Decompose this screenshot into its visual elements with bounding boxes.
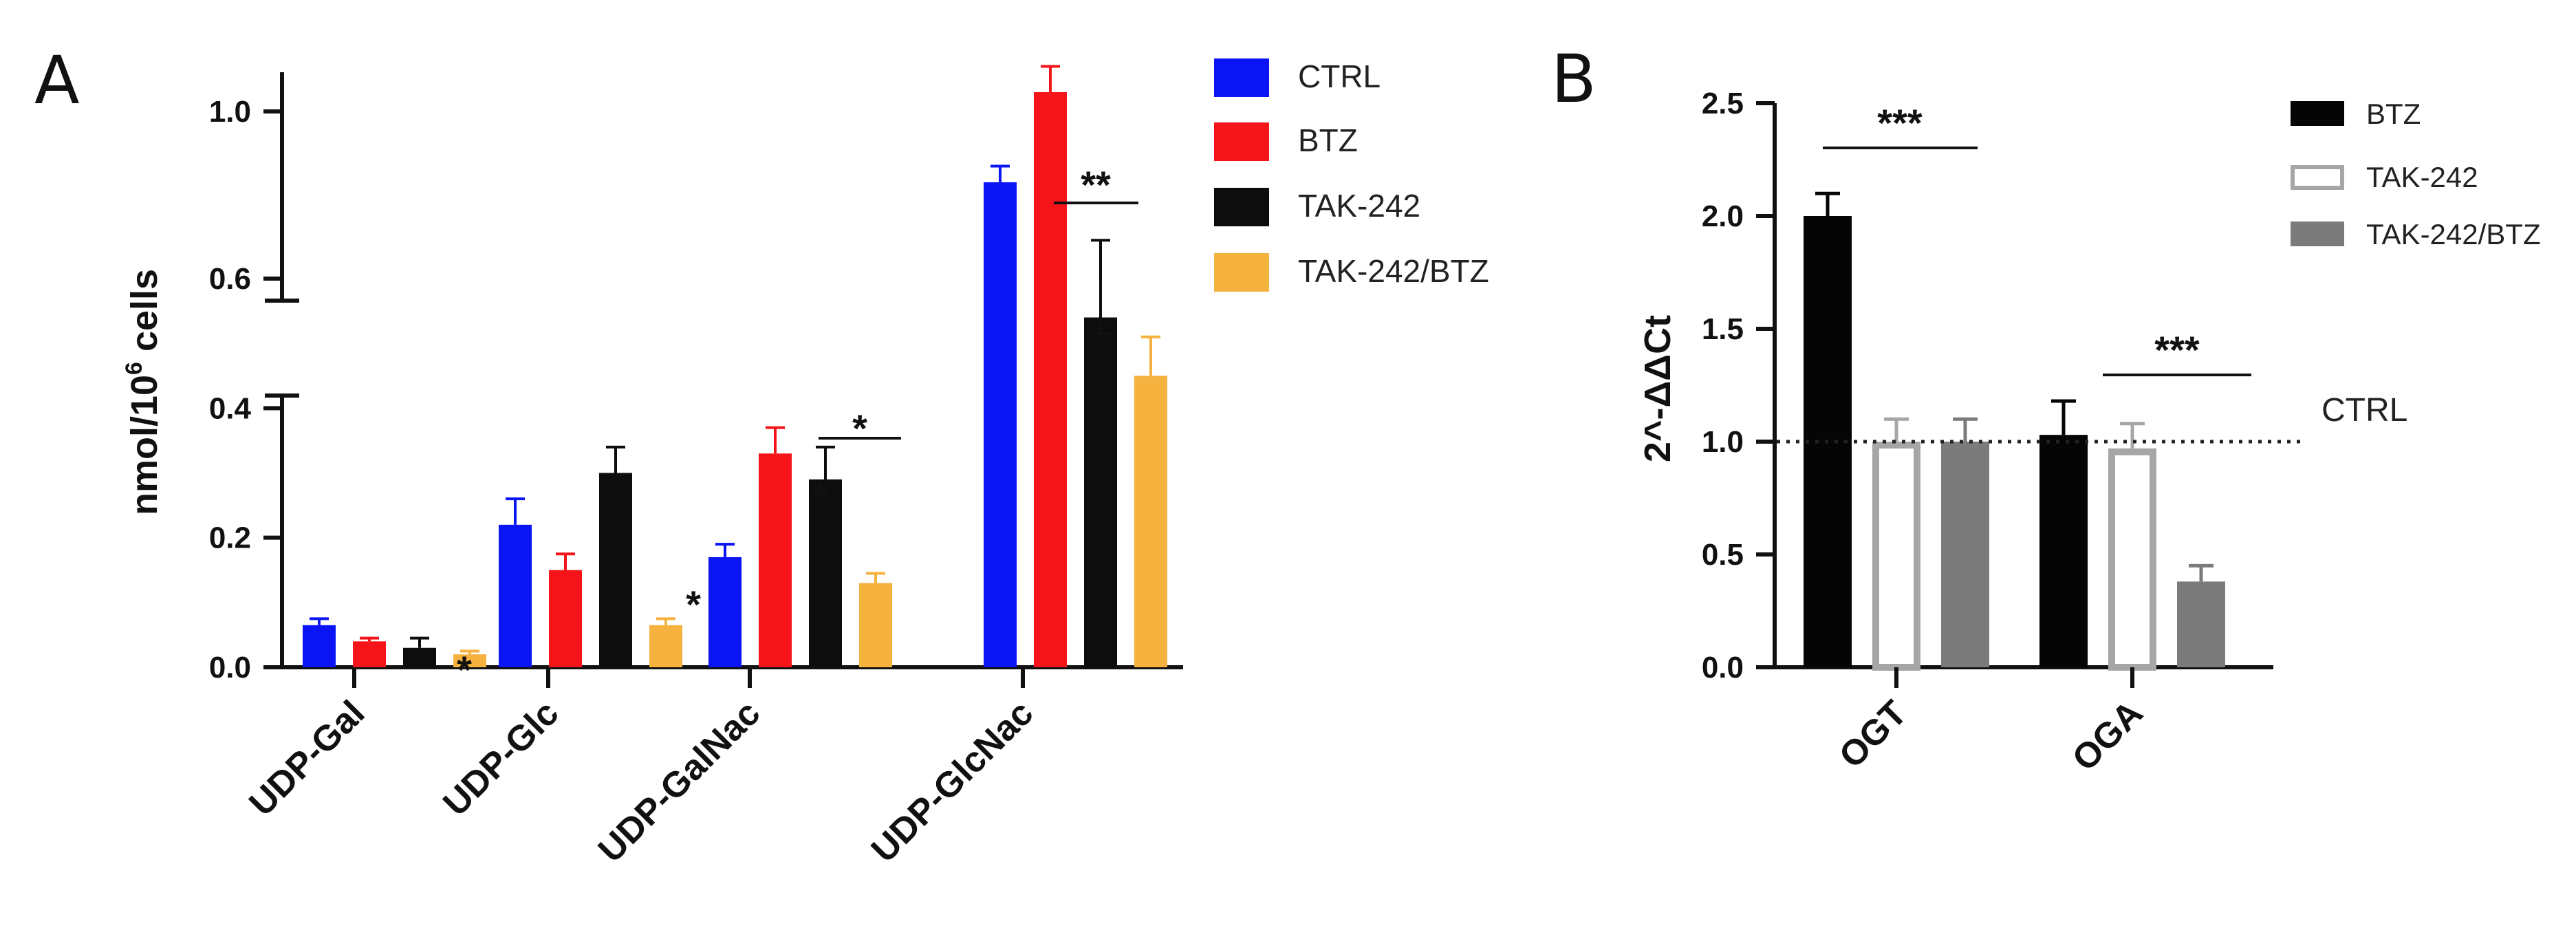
- x-category-label-udp-gal: UDP-Gal: [241, 693, 372, 823]
- bar-udp-glc-btz: [549, 570, 582, 667]
- annotation-udp-glc-star: *: [686, 583, 701, 626]
- legend-swatch-ctrl: [1214, 58, 1269, 97]
- bar-ogt-tak-242-btz: [1941, 442, 1989, 667]
- bar-udp-gal-tak-242-btz: [453, 654, 486, 667]
- y-tick-label: 0.6: [209, 262, 251, 296]
- annotation-udp-glcnac-bracket-stars: **: [1081, 163, 1111, 206]
- bar-oga-btz: [2039, 435, 2088, 667]
- y-tick-label: 0.5: [1702, 538, 1744, 572]
- x-category-label-udp-glcnac: UDP-GlcNac: [864, 693, 1041, 870]
- y-tick-label: 2.0: [1702, 199, 1744, 233]
- panel-a-letter: A: [34, 42, 80, 119]
- bar-oga-tak-242: [2108, 448, 2156, 671]
- annotation-udp-galnac-bracket-star: *: [852, 407, 867, 450]
- bar-udp-glc-tak-242: [599, 473, 632, 667]
- legend-label-tak242-b: TAK-242: [2366, 161, 2478, 193]
- annotation-oga-stars: ***: [2154, 328, 2200, 371]
- bar-udp-gal-tak-242: [403, 647, 436, 667]
- legend-label-tak242-btz: TAK-242/BTZ: [1298, 253, 1489, 289]
- legend-label-ctrl: CTRL: [1298, 58, 1381, 94]
- bar-udp-glcnac-tak-242-btz: [1134, 376, 1167, 667]
- bar-udp-galnac-ctrl: [708, 557, 742, 667]
- bar-udp-glcnac-btz-lower: [1034, 279, 1067, 667]
- legend-swatch-tak242-b: [2291, 165, 2344, 190]
- y-tick-label: 0.0: [209, 651, 251, 684]
- panel-b: B 2^-ΔΔCt 0.0 0.5 1.0 1.5 2.0 2.5 OGT OGA CTRL…: [1551, 41, 2541, 779]
- legend-label-btz-b: BTZ: [2366, 98, 2421, 130]
- bar-udp-galnac-tak-242-btz: [859, 583, 892, 667]
- bar-udp-gal-ctrl: [303, 625, 336, 667]
- bar-udp-glcnac-tak-242: [1084, 317, 1117, 667]
- bar-udp-glcnac-btz-upper: [1034, 91, 1067, 301]
- panel-b-y-axis-title: 2^-ΔΔCt: [1637, 315, 1678, 462]
- legend-swatch-btz-b: [2291, 101, 2344, 126]
- legend-swatch-tak242-btz-b: [2291, 222, 2344, 246]
- panel-b-legend: BTZ TAK-242 TAK-242/BTZ: [2291, 98, 2541, 250]
- bar-udp-glc-ctrl: [499, 524, 532, 667]
- panel-a: A nmol/106 cells 0.00.20.40.61.01.52.0 U…: [34, 42, 1489, 870]
- legend-label-btz: BTZ: [1298, 122, 1358, 158]
- y-tick-label: 1.0: [1702, 425, 1744, 459]
- bar-udp-gal-btz: [353, 641, 386, 667]
- panel-b-ctrl-reference-label: CTRL: [2321, 392, 2407, 429]
- y-tick-label: 0.4: [209, 391, 252, 425]
- x-category-label-udp-galnac: UDP-GalNac: [591, 693, 768, 870]
- bar-udp-galnac-btz: [759, 453, 792, 667]
- x-category-label-ogt: OGT: [1832, 693, 1915, 776]
- legend-swatch-tak242-btz: [1214, 253, 1269, 292]
- bar-oga-tak-242-btz: [2177, 581, 2225, 667]
- x-category-label-udp-glc: UDP-Glc: [435, 693, 566, 823]
- panel-a-bars: [303, 65, 1167, 667]
- legend-swatch-btz: [1214, 122, 1269, 161]
- y-tick-label: 0.2: [209, 521, 251, 555]
- legend-label-tak242: TAK-242: [1298, 188, 1420, 224]
- bar-udp-galnac-tak-242: [809, 479, 842, 667]
- panel-a-y-axis-title: nmol/106 cells: [121, 269, 165, 515]
- y-tick-label: 1.5: [1702, 312, 1744, 346]
- panel-a-legend: CTRL BTZ TAK-242 TAK-242/BTZ: [1214, 58, 1489, 292]
- panel-b-x-ticks: OGT OGA: [1832, 667, 2151, 779]
- panel-b-bars: [1804, 191, 2225, 671]
- bar-ogt-tak-242: [1872, 442, 1920, 671]
- annotation-udp-galnac-btz-star: *: [812, 474, 827, 517]
- panel-a-x-ticks: UDP-Gal UDP-Glc UDP-GalNac UDP-GlcNac: [241, 667, 1041, 870]
- annotation-ogt-stars: ***: [1877, 101, 1923, 144]
- y-tick-label: 0.0: [1702, 651, 1744, 684]
- panel-b-letter: B: [1551, 41, 1597, 118]
- bar-udp-glc-tak-242-btz: [649, 625, 682, 667]
- legend-swatch-tak242: [1214, 188, 1269, 226]
- x-category-label-oga: OGA: [2065, 693, 2151, 779]
- y-tick-label: 1.0: [209, 95, 251, 129]
- panel-b-y-ticks: 0.0 0.5 1.0 1.5 2.0 2.5: [1702, 87, 1775, 684]
- annotation-udp-gal-star: *: [457, 648, 472, 691]
- bar-udp-glcnac-ctrl-lower: [984, 279, 1017, 667]
- bar-udp-glcnac-ctrl-upper: [984, 182, 1017, 301]
- legend-label-tak242-btz-b: TAK-242/BTZ: [2366, 218, 2541, 250]
- panel-a-y-ticks: 0.00.20.40.61.01.52.0: [209, 95, 282, 684]
- y-tick-label: 2.5: [1702, 87, 1744, 120]
